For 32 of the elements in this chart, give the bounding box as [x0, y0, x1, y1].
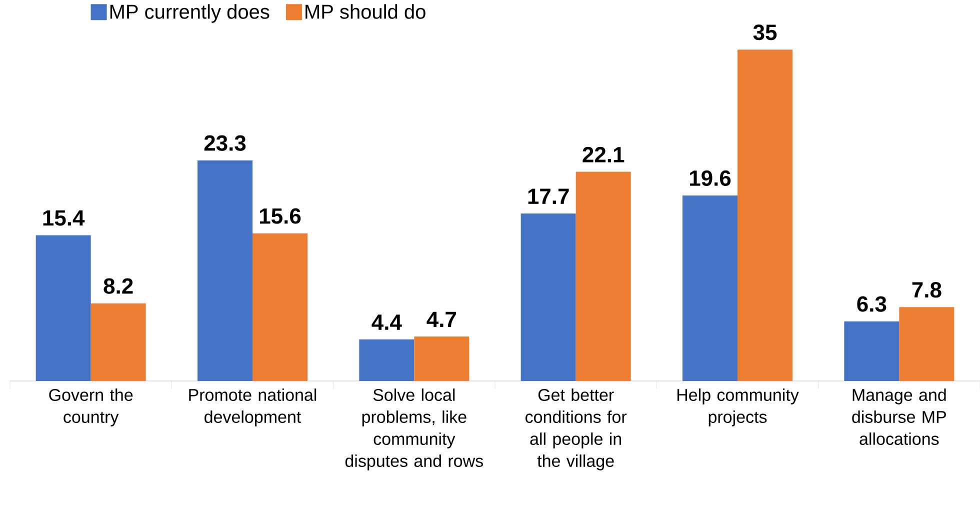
x-tick-label: Help community projects	[677, 388, 799, 426]
data-label: 4.4	[372, 314, 402, 330]
bar	[414, 336, 470, 381]
bar	[899, 307, 954, 381]
data-label: 4.7	[426, 312, 456, 327]
data-label: 7.8	[912, 282, 942, 298]
data-label: 19.6	[690, 170, 731, 186]
x-tick-label: Get better conditions for all people in the village	[526, 388, 627, 470]
data-label: 23.3	[204, 135, 246, 151]
bar	[36, 235, 91, 381]
x-tick-label: Manage and disburse MP allocations	[852, 388, 946, 445]
bar	[359, 339, 414, 381]
data-label: 8.2	[104, 278, 133, 294]
bar	[520, 213, 576, 381]
bar	[576, 172, 631, 381]
data-label: 15.6	[260, 208, 301, 224]
data-label: 22.1	[582, 146, 624, 162]
bar	[738, 50, 793, 381]
bar	[198, 160, 253, 381]
bar	[252, 233, 308, 381]
legend-label: MP currently does	[110, 4, 270, 23]
bar	[90, 303, 146, 381]
data-label: 6.3	[857, 296, 886, 312]
data-label: 17.7	[528, 188, 569, 204]
x-tick-label: Promote national development	[189, 388, 316, 426]
data-label: 15.4	[43, 210, 85, 226]
x-tick-label: Solve local problems, like community disputes and rows	[345, 388, 483, 470]
x-tick-label: Govern the country	[49, 388, 133, 426]
legend-label: MP should do	[306, 4, 426, 19]
data-label: 35	[753, 24, 777, 40]
bar	[682, 195, 738, 381]
bar	[844, 321, 900, 381]
